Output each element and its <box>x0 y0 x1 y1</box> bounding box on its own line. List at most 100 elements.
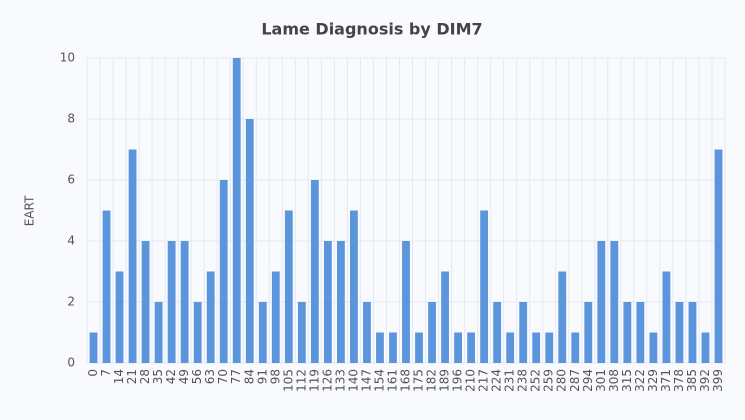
x-tick-label: 42 <box>164 369 178 384</box>
x-tick-label: 329 <box>646 369 660 392</box>
bar <box>662 271 671 363</box>
bar <box>610 241 619 363</box>
x-tick-label: 189 <box>438 369 452 392</box>
bar <box>428 302 436 363</box>
bar <box>102 210 111 363</box>
bar <box>193 302 202 363</box>
x-tick-label: 140 <box>346 369 360 392</box>
bar <box>389 332 397 363</box>
x-tick-label: 224 <box>490 369 504 392</box>
x-tick-label: 112 <box>294 369 308 392</box>
x-tick-label: 315 <box>620 369 634 392</box>
x-tick-label: 84 <box>242 369 256 384</box>
x-tick-label: 392 <box>698 369 712 392</box>
x-tick-label: 0 <box>86 369 100 377</box>
x-tick-label: 126 <box>320 369 334 392</box>
x-tick-label: 301 <box>594 369 608 392</box>
x-tick-label: 63 <box>203 369 217 384</box>
bar <box>350 210 358 363</box>
bar <box>376 332 384 363</box>
bar <box>415 332 423 363</box>
bar <box>284 210 293 363</box>
bar <box>336 241 345 363</box>
bar <box>258 302 267 363</box>
x-tick-label: 70 <box>216 369 230 384</box>
bar <box>245 119 254 363</box>
x-tick-label: 154 <box>372 369 386 392</box>
x-tick-label: 91 <box>255 369 269 384</box>
bar <box>545 332 554 363</box>
x-tick-label: 322 <box>633 369 647 392</box>
x-tick-label: 77 <box>229 369 243 384</box>
bar <box>271 271 280 363</box>
bar <box>402 241 410 363</box>
bar <box>128 149 137 363</box>
y-tick-label: 0 <box>67 356 75 370</box>
bar <box>675 302 684 363</box>
bar <box>597 241 606 363</box>
bar <box>297 302 306 363</box>
bar <box>636 302 645 363</box>
x-tick-label: 371 <box>659 369 673 392</box>
bar <box>506 332 515 363</box>
bar <box>701 332 710 363</box>
x-tick-label: 217 <box>477 369 491 392</box>
bar <box>310 180 319 363</box>
y-tick-label: 8 <box>67 112 75 126</box>
x-tick-label: 287 <box>568 369 582 392</box>
x-tick-label: 259 <box>542 369 556 392</box>
bar <box>493 302 502 363</box>
x-tick-label: 7 <box>99 369 113 377</box>
bar <box>323 241 332 363</box>
x-tick-label: 56 <box>190 369 204 384</box>
bar <box>519 302 528 363</box>
bar <box>115 271 124 363</box>
bar <box>571 332 580 363</box>
chart-title: Lame Diagnosis by DIM7 <box>261 20 482 39</box>
y-tick-label: 2 <box>67 295 75 309</box>
x-tick-label: 210 <box>464 369 478 392</box>
x-tick-label: 161 <box>385 369 399 392</box>
x-tick-label: 294 <box>581 369 595 392</box>
y-tick-label: 10 <box>60 51 75 65</box>
bar <box>154 302 163 363</box>
y-axis-label: EART <box>23 195 37 226</box>
x-tick-label: 238 <box>516 369 530 392</box>
x-tick-label: 175 <box>412 369 426 392</box>
x-tick-label: 280 <box>555 369 569 392</box>
bar <box>206 271 215 363</box>
x-tick-label: 147 <box>359 369 373 392</box>
bar <box>467 332 476 363</box>
bar <box>623 302 632 363</box>
bar <box>141 241 150 363</box>
x-tick-label: 231 <box>503 369 517 392</box>
x-tick-label: 35 <box>151 369 165 384</box>
x-tick-label: 49 <box>177 369 191 384</box>
bar <box>232 58 241 363</box>
bar <box>454 332 462 363</box>
bar <box>532 332 541 363</box>
x-tick-label: 28 <box>138 369 152 384</box>
bar <box>441 271 449 363</box>
bar <box>89 332 98 363</box>
x-tick-label: 399 <box>711 369 725 392</box>
x-tick-label: 385 <box>685 369 699 392</box>
x-tick-label: 196 <box>451 369 465 392</box>
x-tick-label: 168 <box>399 369 413 392</box>
y-tick-label: 6 <box>67 173 75 187</box>
x-tick-label: 308 <box>607 369 621 392</box>
bar <box>584 302 593 363</box>
bar <box>558 271 567 363</box>
x-tick-label: 21 <box>125 369 139 384</box>
x-tick-label: 133 <box>333 369 347 392</box>
x-tick-label: 182 <box>425 369 439 392</box>
bar <box>480 210 489 363</box>
bar <box>363 302 371 363</box>
bar <box>649 332 658 363</box>
x-tick-label: 98 <box>268 369 282 384</box>
bar <box>714 149 723 363</box>
x-tick-label: 119 <box>307 369 321 392</box>
